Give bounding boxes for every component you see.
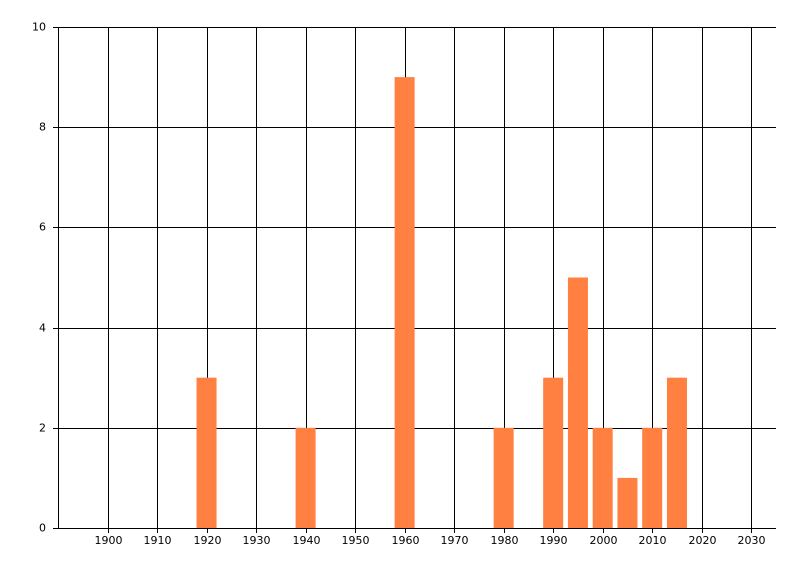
x-tick-label: 1970 <box>441 534 469 547</box>
x-tick-label: 1960 <box>392 534 420 547</box>
x-tick-label: 2000 <box>590 534 618 547</box>
bar <box>617 477 638 528</box>
bar <box>642 427 663 528</box>
bar <box>196 377 217 528</box>
x-tick-label: 2020 <box>689 534 717 547</box>
x-tick-label: 1900 <box>95 534 123 547</box>
x-tick-label: 1930 <box>243 534 271 547</box>
x-tick-label: 1940 <box>293 534 321 547</box>
x-tick-label: 1980 <box>491 534 519 547</box>
x-tick-label: 1910 <box>144 534 172 547</box>
bar <box>493 427 514 528</box>
x-tick-label: 1950 <box>342 534 370 547</box>
bar <box>567 277 588 528</box>
bar <box>666 377 687 528</box>
bar <box>394 77 415 528</box>
y-tick-label: 8 <box>39 121 46 134</box>
x-tick-label: 1920 <box>194 534 222 547</box>
x-tick-label: 2030 <box>738 534 766 547</box>
x-tick-label: 1990 <box>540 534 568 547</box>
bar <box>592 427 613 528</box>
y-tick-label: 0 <box>39 522 46 535</box>
y-tick-label: 2 <box>39 422 46 435</box>
bar <box>295 427 316 528</box>
y-tick-label: 10 <box>32 21 46 34</box>
y-tick-label: 6 <box>39 221 46 234</box>
y-tick-label: 4 <box>39 322 46 335</box>
bar <box>543 377 564 528</box>
x-tick-label: 2010 <box>639 534 667 547</box>
